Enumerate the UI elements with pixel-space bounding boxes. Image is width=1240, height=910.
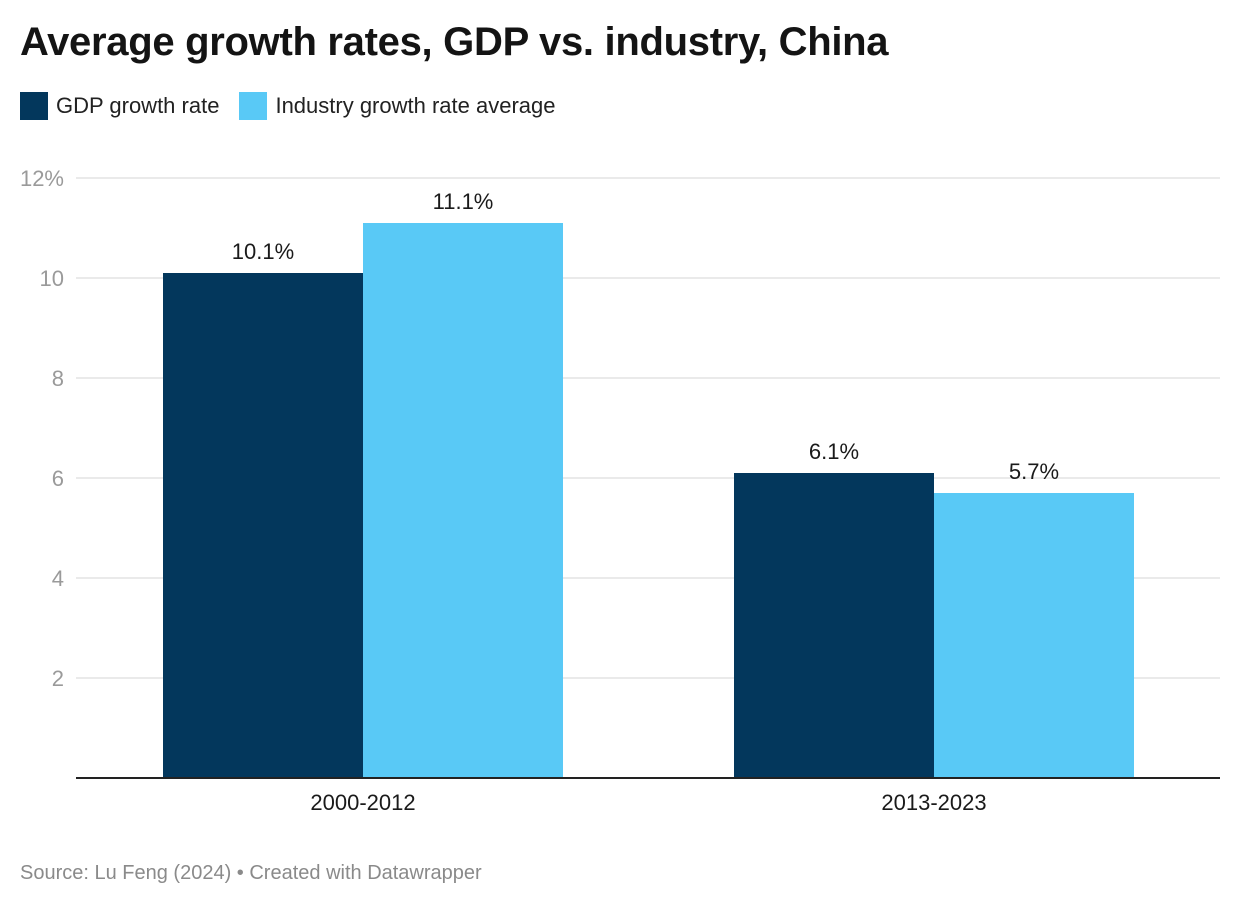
- bar-value-label: 11.1%: [433, 189, 494, 214]
- x-tick-label: 2000-2012: [310, 790, 415, 815]
- bar-value-label: 5.7%: [1009, 459, 1059, 484]
- x-tick-label: 2013-2023: [881, 790, 986, 815]
- legend: GDP growth rate Industry growth rate ave…: [20, 92, 576, 120]
- y-tick-label: 4: [52, 566, 64, 591]
- legend-label-industry: Industry growth rate average: [275, 93, 556, 118]
- legend-item-industry: Industry growth rate average: [239, 92, 556, 120]
- legend-item-gdp: GDP growth rate: [20, 92, 219, 120]
- bar-industry-2000-2012: [363, 223, 563, 778]
- bar-gdp-2013-2023: [734, 473, 934, 778]
- bar-gdp-2000-2012: [163, 273, 363, 778]
- y-tick-label: 2: [52, 666, 64, 691]
- source-note: Source: Lu Feng (2024) • Created with Da…: [20, 862, 482, 884]
- y-tick-label: 12%: [20, 166, 64, 191]
- bar-industry-2013-2023: [934, 493, 1134, 778]
- chart-title: Average growth rates, GDP vs. industry, …: [20, 20, 889, 64]
- y-tick-label: 10: [40, 266, 64, 291]
- y-tick-label: 6: [52, 466, 64, 491]
- bar-value-label: 6.1%: [809, 439, 859, 464]
- y-tick-label: 8: [52, 366, 64, 391]
- legend-swatch-gdp: [20, 92, 48, 120]
- legend-swatch-industry: [239, 92, 268, 120]
- legend-label-gdp: GDP growth rate: [56, 93, 220, 118]
- bar-value-label: 10.1%: [232, 239, 294, 264]
